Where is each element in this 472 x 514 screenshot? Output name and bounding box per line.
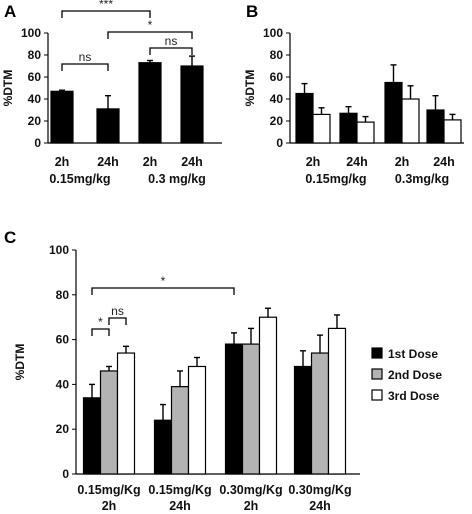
x-group-label: 0.15mg/kg (49, 172, 110, 186)
bar (258, 316, 278, 475)
x-category-sublabel: 2h (244, 499, 259, 513)
y-axis-label: %DTM (13, 344, 27, 381)
bar (426, 109, 445, 144)
x-group-label: 0.15mg/kg (305, 172, 366, 186)
y-tick-label: 80 (28, 48, 42, 62)
bar (50, 90, 74, 144)
bar (187, 365, 207, 475)
y-tick-label: 40 (270, 92, 284, 106)
y-tick-label: 100 (21, 26, 41, 40)
bar (180, 65, 204, 144)
x-category-sublabel: 2h (102, 499, 117, 513)
y-tick-label: 100 (263, 26, 283, 40)
y-axis-label: %DTM (1, 70, 15, 107)
y-tick-label: 0 (276, 136, 283, 150)
x-category-sublabel: 24h (169, 499, 191, 513)
significance-bracket (107, 31, 193, 39)
bar (312, 113, 331, 144)
x-category-label: 2h (55, 155, 70, 169)
bar (224, 343, 244, 475)
panel-c: C 0 20 40 60 80 100 %DTM 0.15mg/Kg 2h 0.15mg/Kg 24h… (4, 228, 442, 513)
x-category-label: 24h (97, 155, 119, 169)
bar (293, 365, 313, 475)
significance-bracket (91, 287, 235, 295)
y-tick-label: 0 (62, 467, 69, 481)
significance-label: * (98, 315, 103, 329)
panel-letter: B (246, 2, 258, 21)
significance-label: ns (79, 50, 92, 64)
bar (96, 108, 120, 144)
y-tick-label: 60 (28, 70, 42, 84)
legend-label: 3rd Dose (388, 389, 440, 403)
y-tick-label: 100 (49, 243, 69, 257)
x-category-label: 2h (306, 155, 321, 169)
x-category-label: 0.15mg/Kg (148, 483, 211, 497)
x-group-label: 0.3mg/kg (395, 172, 449, 186)
y-tick-label: 60 (56, 333, 70, 347)
significance-bracket (61, 10, 151, 18)
bar (241, 343, 261, 475)
legend-swatch (371, 347, 383, 359)
y-tick-label: 80 (270, 48, 284, 62)
significance-label: ns (165, 34, 178, 48)
bar (401, 98, 420, 144)
x-category-label: 0.30mg/Kg (288, 483, 351, 497)
bar (339, 112, 358, 144)
significance-bracket (91, 328, 110, 336)
significance-label: *** (99, 0, 113, 11)
legend-label: 2nd Dose (388, 368, 442, 382)
x-category-label: 24h (181, 155, 203, 169)
y-tick-label: 60 (270, 70, 284, 84)
x-category-label: 2h (395, 155, 410, 169)
x-category-label: 0.30mg/Kg (219, 483, 282, 497)
bar (138, 62, 162, 144)
bar (384, 81, 403, 144)
significance-bracket (108, 317, 127, 325)
bar (327, 327, 347, 475)
y-tick-label: 40 (56, 377, 70, 391)
significance-bracket (149, 47, 193, 55)
significance-bracket (61, 63, 109, 71)
bar (116, 352, 136, 475)
significance-label: ns (111, 304, 124, 318)
panel-a: A 0 20 40 60 80 100 %DTM 2h 24h 2h 24h 0.15mg/kg 0.3 … (1, 0, 222, 186)
significance-label: * (161, 274, 166, 288)
bar (82, 397, 102, 475)
legend-swatch (371, 389, 383, 401)
y-tick-label: 0 (34, 136, 41, 150)
legend-label: 1st Dose (388, 347, 438, 361)
y-tick-label: 40 (28, 92, 42, 106)
bar (170, 386, 190, 475)
panel-b: B 0 20 40 60 80 100 %DTM 2h 24h 2h 24h 0.15mg/kg 0.3m… (243, 2, 464, 186)
y-axis-label: %DTM (243, 70, 257, 107)
x-category-label: 2h (143, 155, 158, 169)
x-category-sublabel: 24h (309, 499, 331, 513)
bar (153, 419, 173, 475)
y-tick-label: 20 (270, 114, 284, 128)
bar (295, 92, 314, 144)
y-tick-label: 80 (56, 288, 70, 302)
y-tick-label: 20 (56, 422, 70, 436)
legend-swatch (371, 368, 383, 380)
bar (356, 121, 375, 144)
bar (443, 119, 462, 144)
x-category-label: 24h (346, 155, 368, 169)
y-tick-label: 20 (28, 114, 42, 128)
bar (99, 370, 119, 475)
x-category-label: 24h (433, 155, 455, 169)
x-category-label: 0.15mg/Kg (77, 483, 140, 497)
panel-letter: C (4, 228, 16, 247)
panel-letter: A (4, 2, 16, 21)
significance-label: * (148, 18, 153, 32)
x-group-label: 0.3 mg/kg (148, 172, 206, 186)
bar (310, 352, 330, 475)
